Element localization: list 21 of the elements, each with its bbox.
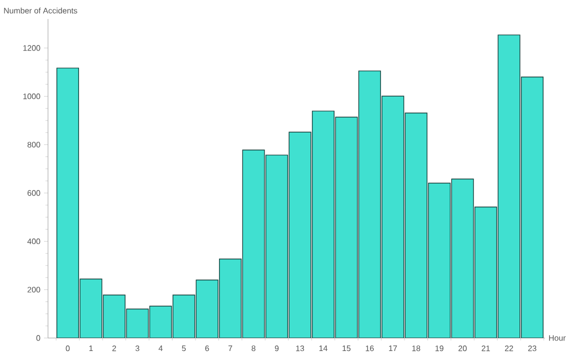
bar — [520, 76, 544, 338]
bar — [242, 150, 265, 338]
bar — [266, 154, 288, 338]
bar — [288, 132, 312, 338]
bar — [404, 112, 428, 338]
bar — [474, 206, 498, 338]
bar — [382, 96, 404, 338]
bar — [126, 308, 149, 338]
bar — [428, 182, 451, 338]
bar — [102, 294, 126, 338]
bar — [196, 280, 218, 338]
bar — [219, 258, 242, 338]
bar — [451, 178, 474, 338]
bar — [80, 278, 102, 338]
bar — [56, 68, 80, 338]
bar — [312, 110, 334, 338]
bar — [335, 116, 358, 338]
bar — [172, 294, 196, 338]
bar — [358, 70, 381, 338]
bar — [498, 34, 520, 338]
bar — [149, 306, 172, 338]
